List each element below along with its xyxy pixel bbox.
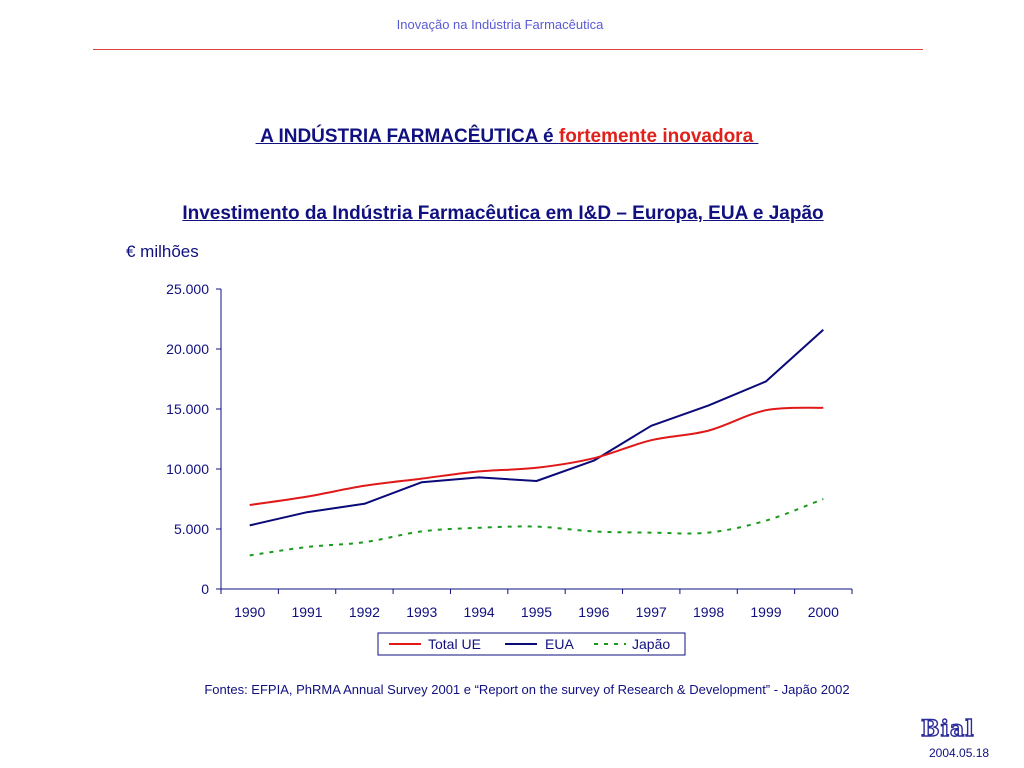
x-tick-label: 1993 — [406, 604, 437, 620]
slide-title-prefix: A INDÚSTRIA FARMACÊUTICA é — [255, 126, 559, 147]
legend-label: EUA — [545, 636, 574, 652]
y-tick-label: 15.000 — [166, 401, 209, 417]
sources-note: Fontes: EFPIA, PhRMA Annual Survey 2001 … — [204, 682, 850, 697]
x-tick-label: 1999 — [750, 604, 781, 620]
x-tick-label: 1996 — [578, 604, 609, 620]
x-tick-label: 1997 — [636, 604, 667, 620]
slide-title: A INDÚSTRIA FARMACÊUTICA é fortemente in… — [0, 126, 1014, 148]
legend-label: Total UE — [428, 636, 481, 652]
y-tick-label: 10.000 — [166, 461, 209, 477]
series-line-total-ue — [249, 406, 824, 506]
legend-label: Japão — [632, 636, 670, 652]
y-axis-unit-label: € milhões — [126, 242, 199, 261]
x-tick-label: 1998 — [693, 604, 724, 620]
x-tick-label: 1995 — [521, 604, 552, 620]
bial-logo: Bial — [920, 715, 975, 742]
x-tick-label: 2000 — [808, 604, 839, 620]
x-tick-label: 1992 — [349, 604, 380, 620]
x-tick-label: 1991 — [291, 604, 322, 620]
y-tick-label: 0 — [201, 581, 209, 597]
header-title: Inovação na Indústria Farmacêutica — [396, 17, 604, 32]
y-tick-label: 5.000 — [174, 521, 209, 537]
series-line-eua — [249, 329, 824, 527]
y-tick-label: 25.000 — [166, 281, 209, 297]
slide-title-highlight: fortemente inovadora — [558, 126, 759, 147]
slide-date: 2004.05.18 — [929, 746, 990, 760]
x-tick-label: 1990 — [234, 604, 265, 620]
chart-title: Investimento da Indústria Farmacêutica e… — [182, 203, 824, 224]
y-tick-label: 20.000 — [166, 341, 209, 357]
x-tick-label: 1994 — [464, 604, 495, 620]
header-divider — [93, 49, 923, 50]
